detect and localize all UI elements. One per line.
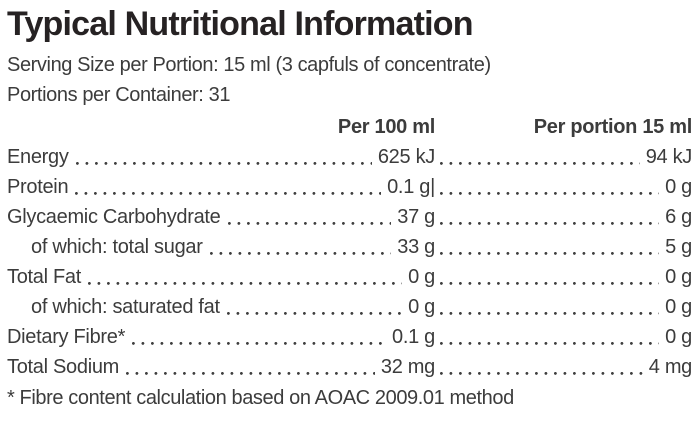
row-col-a: of which: saturated fat 0 g	[7, 292, 435, 322]
row-col-a: Total Sodium 32 mg	[7, 352, 435, 382]
leader-dots	[121, 352, 381, 382]
table-row: Dietary Fibre* 0.1 g 0 g	[7, 322, 692, 352]
table-row: Total Fat 0 g 0 g	[7, 262, 692, 292]
table-row: Total Sodium 32 mg 4 mg	[7, 352, 692, 382]
per-portion-value: 5 g	[665, 236, 692, 258]
leader-dots	[70, 172, 387, 202]
table-row: Energy 625 kJ 94 kJ	[7, 142, 692, 172]
header-col-per-100ml: Per 100 ml	[7, 112, 435, 142]
per-portion-value: 0 g	[665, 266, 692, 288]
row-col-a: of which: total sugar 33 g	[7, 232, 435, 262]
leader-dots	[83, 262, 408, 292]
per-100ml-value: 0.1 g	[392, 326, 435, 348]
row-col-b: 0 g	[435, 262, 692, 292]
row-col-b: 6 g	[435, 202, 692, 232]
per-portion-value: 0 g	[665, 176, 692, 198]
row-label: Total Sodium	[7, 356, 120, 378]
leader-dots	[435, 232, 665, 262]
table-row: of which: total sugar 33 g 5 g	[7, 232, 692, 262]
leader-dots	[435, 322, 665, 352]
per-100ml-value: 0 g	[408, 296, 435, 318]
per-portion-value: 6 g	[665, 206, 692, 228]
table-row: of which: saturated fat 0 g 0 g	[7, 292, 692, 322]
leader-dots	[435, 142, 646, 172]
row-col-b: 4 mg	[435, 352, 692, 382]
portions-per-container-line: Portions per Container: 31	[7, 84, 231, 106]
nutrition-table: Per 100 ml Per portion 15 ml Energy 625 …	[7, 112, 692, 382]
per-portion-value: 0 g	[665, 296, 692, 318]
per-100ml-value: 0.1 g	[387, 176, 431, 198]
per-100ml-value: 0 g	[408, 266, 435, 288]
per-portion-value: 0 g	[665, 326, 692, 348]
row-label: Protein	[7, 176, 69, 198]
leader-dots	[435, 202, 665, 232]
row-label: Glycaemic Carbohydrate	[7, 206, 221, 228]
fibre-footnote: * Fibre content calculation based on AOA…	[7, 387, 514, 409]
per-portion-value: 4 mg	[648, 356, 693, 378]
table-row: Glycaemic Carbohydrate 37 g 6 g	[7, 202, 692, 232]
leader-dots	[223, 202, 398, 232]
per-100ml-value: 625 kJ	[377, 146, 435, 168]
cursor-artifact: |	[430, 176, 435, 198]
per-portion-header: Per portion 15 ml	[533, 116, 693, 138]
row-label: Total Fat	[7, 266, 81, 288]
leader-dots	[205, 232, 398, 262]
table-body: Energy 625 kJ 94 kJ Protein 0.1 g | 0 g …	[7, 142, 692, 382]
row-col-a: Total Fat 0 g	[7, 262, 435, 292]
page-title: Typical Nutritional Information	[7, 5, 474, 43]
row-label: Energy	[7, 146, 69, 168]
leader-dots	[435, 352, 649, 382]
leader-dots	[435, 172, 665, 202]
row-col-a: Protein 0.1 g |	[7, 172, 435, 202]
header-col-per-portion: Per portion 15 ml	[435, 112, 693, 142]
row-col-b: 0 g	[435, 322, 692, 352]
per-100ml-value: 33 g	[397, 236, 435, 258]
leader-dots	[71, 142, 378, 172]
table-header-row: Per 100 ml Per portion 15 ml	[7, 112, 692, 142]
per-100ml-header: Per 100 ml	[337, 116, 435, 138]
row-label: of which: saturated fat	[31, 296, 220, 318]
row-col-b: 94 kJ	[435, 142, 692, 172]
row-label: of which: total sugar	[31, 236, 203, 258]
row-col-b: 5 g	[435, 232, 692, 262]
per-100ml-value: 37 g	[397, 206, 435, 228]
serving-size-line: Serving Size per Portion: 15 ml (3 capfu…	[7, 54, 491, 76]
row-col-b: 0 g	[435, 172, 692, 202]
row-col-a: Glycaemic Carbohydrate 37 g	[7, 202, 435, 232]
nutrition-label: Typical Nutritional Information Serving …	[7, 5, 692, 409]
per-100ml-value: 32 mg	[380, 356, 435, 378]
leader-dots	[127, 322, 392, 352]
table-row: Protein 0.1 g | 0 g	[7, 172, 692, 202]
leader-dots	[435, 292, 665, 322]
leader-dots	[435, 262, 665, 292]
leader-dots	[222, 292, 408, 322]
row-col-a: Dietary Fibre* 0.1 g	[7, 322, 435, 352]
row-col-b: 0 g	[435, 292, 692, 322]
row-label: Dietary Fibre*	[7, 326, 126, 348]
row-col-a: Energy 625 kJ	[7, 142, 435, 172]
per-portion-value: 94 kJ	[645, 146, 693, 168]
